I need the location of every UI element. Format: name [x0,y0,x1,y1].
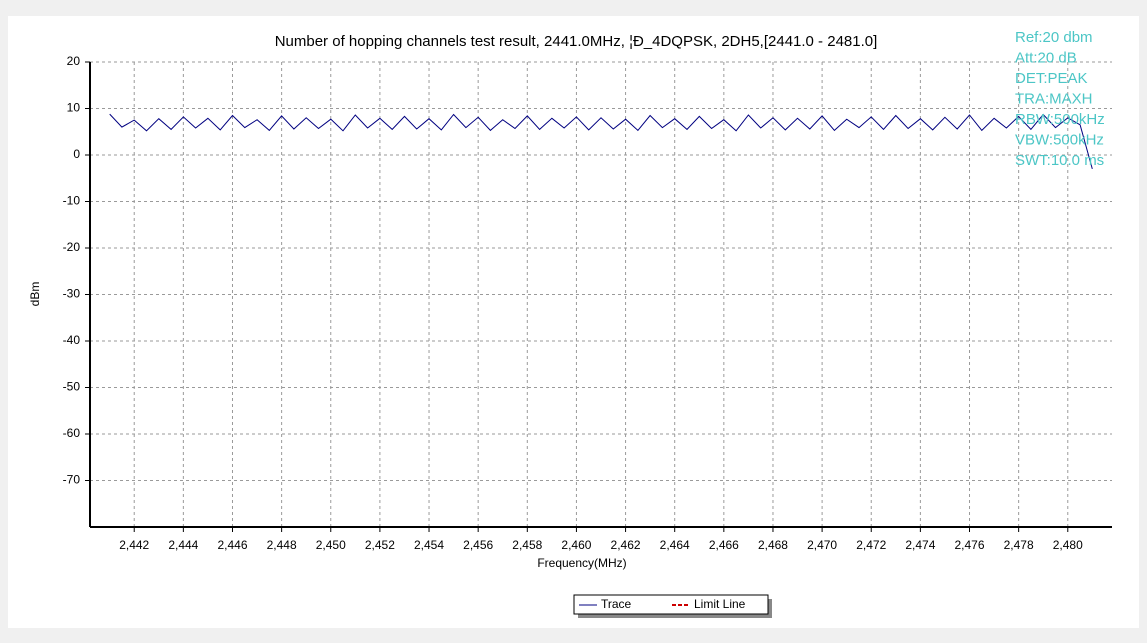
x-tick-label: 2,444 [168,538,198,552]
x-tick-label: 2,450 [316,538,346,552]
x-tick-label: 2,470 [807,538,837,552]
y-tick-label: -20 [63,240,81,254]
y-tick-label: -70 [63,473,81,487]
x-tick-label: 2,476 [954,538,984,552]
x-tick-label: 2,466 [709,538,739,552]
y-tick-label: -10 [63,194,81,208]
y-tick-label: -50 [63,380,81,394]
trace-line [109,113,1093,170]
y-tick-label: -30 [63,287,81,301]
x-tick-label: 2,448 [267,538,297,552]
x-tick-label: 2,478 [1004,538,1034,552]
x-tick-label: 2,458 [512,538,542,552]
x-tick-label: 2,442 [119,538,149,552]
x-tick-label: 2,462 [611,538,641,552]
info-text: VBW:500kHz [1015,131,1104,148]
x-tick-label: 2,446 [217,538,247,552]
x-tick-label: 2,472 [856,538,886,552]
y-axis-label: dBm [28,282,42,307]
y-tick-label: 20 [67,54,81,68]
legend-label: Trace [601,597,632,611]
x-tick-label: 2,454 [414,538,444,552]
info-text: RBW:500kHz [1015,111,1105,128]
x-tick-label: 2,474 [905,538,935,552]
legend-label: Limit Line [694,597,746,611]
y-tick-label: 0 [73,147,80,161]
legend [573,594,772,618]
x-tick-label: 2,468 [758,538,788,552]
y-tick-label: 10 [67,101,81,115]
y-tick-label: -40 [63,333,81,347]
legend-box [573,594,769,615]
x-tick-label: 2,456 [463,538,493,552]
x-tick-label: 2,464 [660,538,690,552]
info-text: TRA:MAXH [1015,90,1093,107]
x-tick-label: 2,460 [561,538,591,552]
x-tick-label: 2,452 [365,538,395,552]
info-text: DET:PEAK [1015,70,1088,87]
info-text: Att:20 dB [1015,49,1077,66]
info-text: Ref:20 dbm [1015,29,1093,46]
x-tick-label: 2,480 [1053,538,1083,552]
chart-title: Number of hopping channels test result, … [275,33,878,50]
y-tick-label: -60 [63,426,81,440]
x-axis-label: Frequency(MHz) [537,556,626,570]
info-text: SWT:10.0 ms [1015,152,1104,169]
